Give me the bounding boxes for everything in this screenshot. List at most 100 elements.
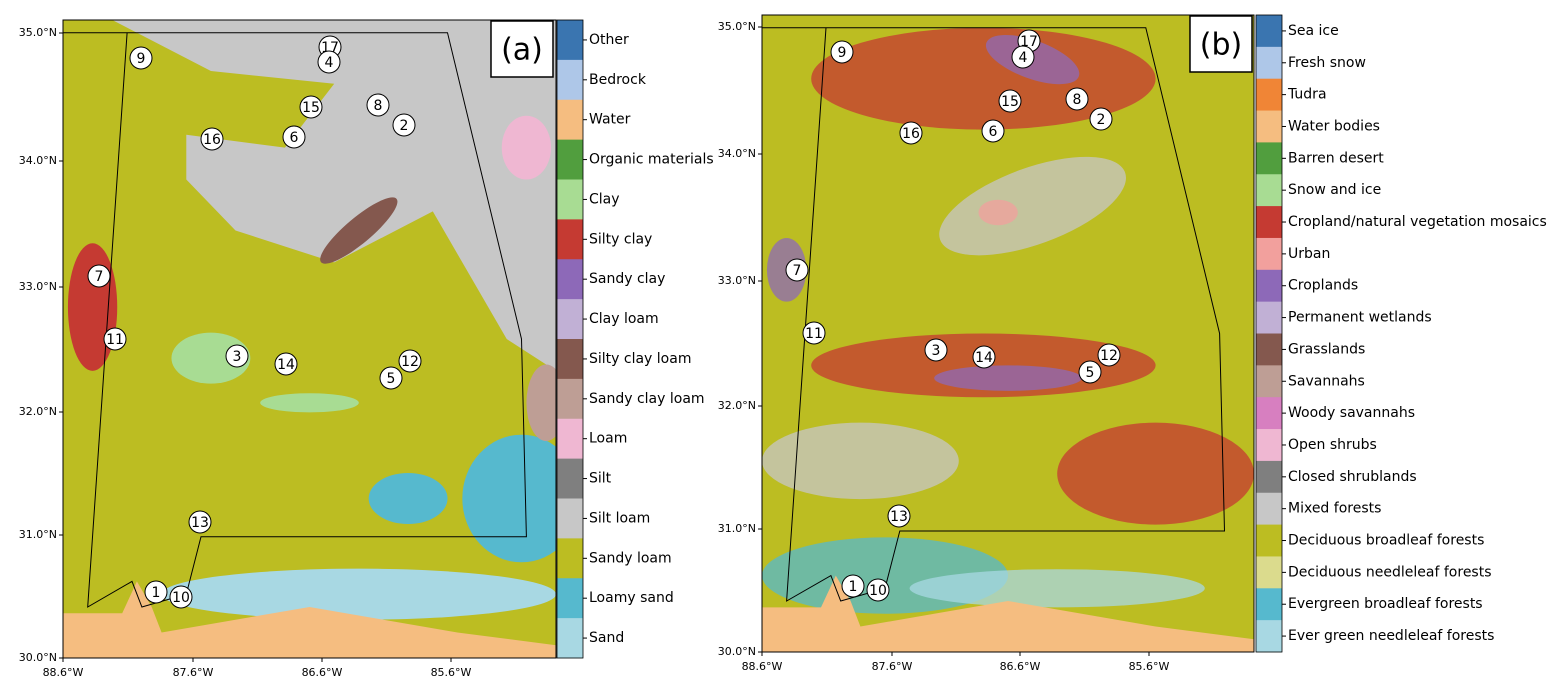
lat-tick-label: 35.0°N [718, 20, 756, 33]
site-label: 12 [1100, 348, 1118, 364]
site-label: 8 [1073, 92, 1082, 108]
lat-tick-label: 30.0°N [718, 645, 756, 658]
land-patch [462, 434, 556, 563]
land-patch [762, 422, 959, 500]
site-label: 15 [1001, 94, 1019, 110]
site-label: 8 [374, 98, 383, 114]
site-label: 14 [277, 357, 295, 373]
legend-swatch [557, 339, 583, 380]
land-patch [112, 20, 556, 371]
lon-tick-label: 86.6°W [1000, 660, 1041, 673]
site-marker [802, 321, 826, 345]
site-marker [282, 125, 306, 149]
site-marker [398, 349, 422, 373]
site-marker [899, 121, 923, 145]
lat-tick-label: 32.0°N [19, 405, 57, 418]
site-label: 2 [1097, 112, 1106, 128]
legend-swatch [1256, 46, 1282, 80]
site-label: 7 [793, 263, 802, 279]
site-marker [887, 504, 911, 528]
legend-swatch [1256, 237, 1282, 271]
site-label: 3 [233, 349, 242, 365]
site-marker [1097, 343, 1121, 367]
legend-swatch [1256, 588, 1282, 621]
legend-label: Tudra [1287, 87, 1327, 103]
legend-swatch [557, 139, 583, 180]
legend-label: Closed shrublands [1288, 469, 1417, 485]
site-marker [998, 89, 1022, 113]
legend-swatch [557, 59, 583, 101]
colorbar-frame [556, 19, 584, 659]
site-marker [830, 40, 854, 64]
land-patch [939, 156, 1126, 256]
site-marker [366, 93, 390, 117]
site-label: 13 [191, 515, 209, 531]
map [62, 19, 557, 659]
legend-swatch [557, 219, 583, 260]
site-marker [274, 352, 298, 376]
site-marker [317, 50, 341, 74]
land-patch [501, 115, 552, 180]
land-patch [171, 332, 251, 384]
site-marker [169, 585, 193, 609]
legend-label: Sandy clay [589, 271, 665, 287]
legend-label: Savannahs [1288, 373, 1365, 389]
legend-label: Croplands [1288, 278, 1358, 294]
legend-swatch [1256, 620, 1282, 653]
site-label: 12 [401, 354, 419, 370]
legend-label: Barren desert [1288, 150, 1384, 166]
legend-swatch [557, 538, 583, 579]
legend-label: Mixed forests [1288, 501, 1381, 517]
panel-label-box [490, 20, 554, 78]
site-label: 6 [290, 130, 299, 146]
legend-swatch [557, 99, 583, 141]
land-patch [260, 393, 359, 413]
legend-swatch [1256, 142, 1282, 175]
site-marker [379, 366, 403, 390]
map-frame [62, 19, 557, 659]
land-patch [67, 243, 118, 371]
site-marker [972, 345, 996, 369]
site-marker [87, 264, 111, 288]
site-marker [924, 338, 948, 362]
site-marker [866, 578, 890, 602]
land-patch [526, 364, 556, 442]
legend-label: Woody savannahs [1288, 405, 1415, 421]
land-patch [1057, 422, 1254, 525]
site-label: 1 [849, 579, 858, 595]
legend-label: Water [589, 112, 631, 128]
site-marker [225, 344, 249, 368]
lon-tick-label: 87.6°W [173, 666, 214, 679]
legend-swatch [1256, 15, 1282, 48]
site-marker [785, 258, 809, 282]
legend-swatch [557, 418, 583, 460]
panel-label: (a) [501, 33, 543, 68]
site-marker [144, 580, 168, 604]
legend-label: Loam [589, 431, 627, 447]
legend-label: Snow and ice [1288, 182, 1381, 198]
site-label: 5 [1086, 365, 1095, 381]
legend-swatch [1256, 110, 1282, 143]
site-marker [1078, 360, 1102, 384]
site-label: 1 [152, 585, 161, 601]
legend-swatch [1256, 429, 1282, 462]
legend-label: Water bodies [1288, 118, 1380, 134]
lon-tick-label: 85.6°W [1129, 660, 1170, 673]
legend-label: Cropland/natural vegetation mosaics [1288, 214, 1547, 230]
legend-swatch [1256, 174, 1282, 207]
legend-label: Sea ice [1288, 23, 1339, 39]
site-marker [1089, 107, 1113, 131]
lon-tick-label: 88.6°W [43, 666, 84, 679]
state-border [762, 27, 1226, 602]
legend-swatch [557, 458, 583, 499]
site-label: 14 [975, 350, 993, 366]
land-patch [978, 199, 1018, 226]
legend-label: Urban [1288, 246, 1330, 262]
legend-swatch [557, 578, 583, 619]
lat-tick-label: 33.0°N [19, 280, 57, 293]
site-marker [103, 327, 127, 351]
legend-label: Clay [589, 191, 620, 207]
map-layers [63, 20, 556, 658]
legend-swatch [1256, 333, 1282, 366]
